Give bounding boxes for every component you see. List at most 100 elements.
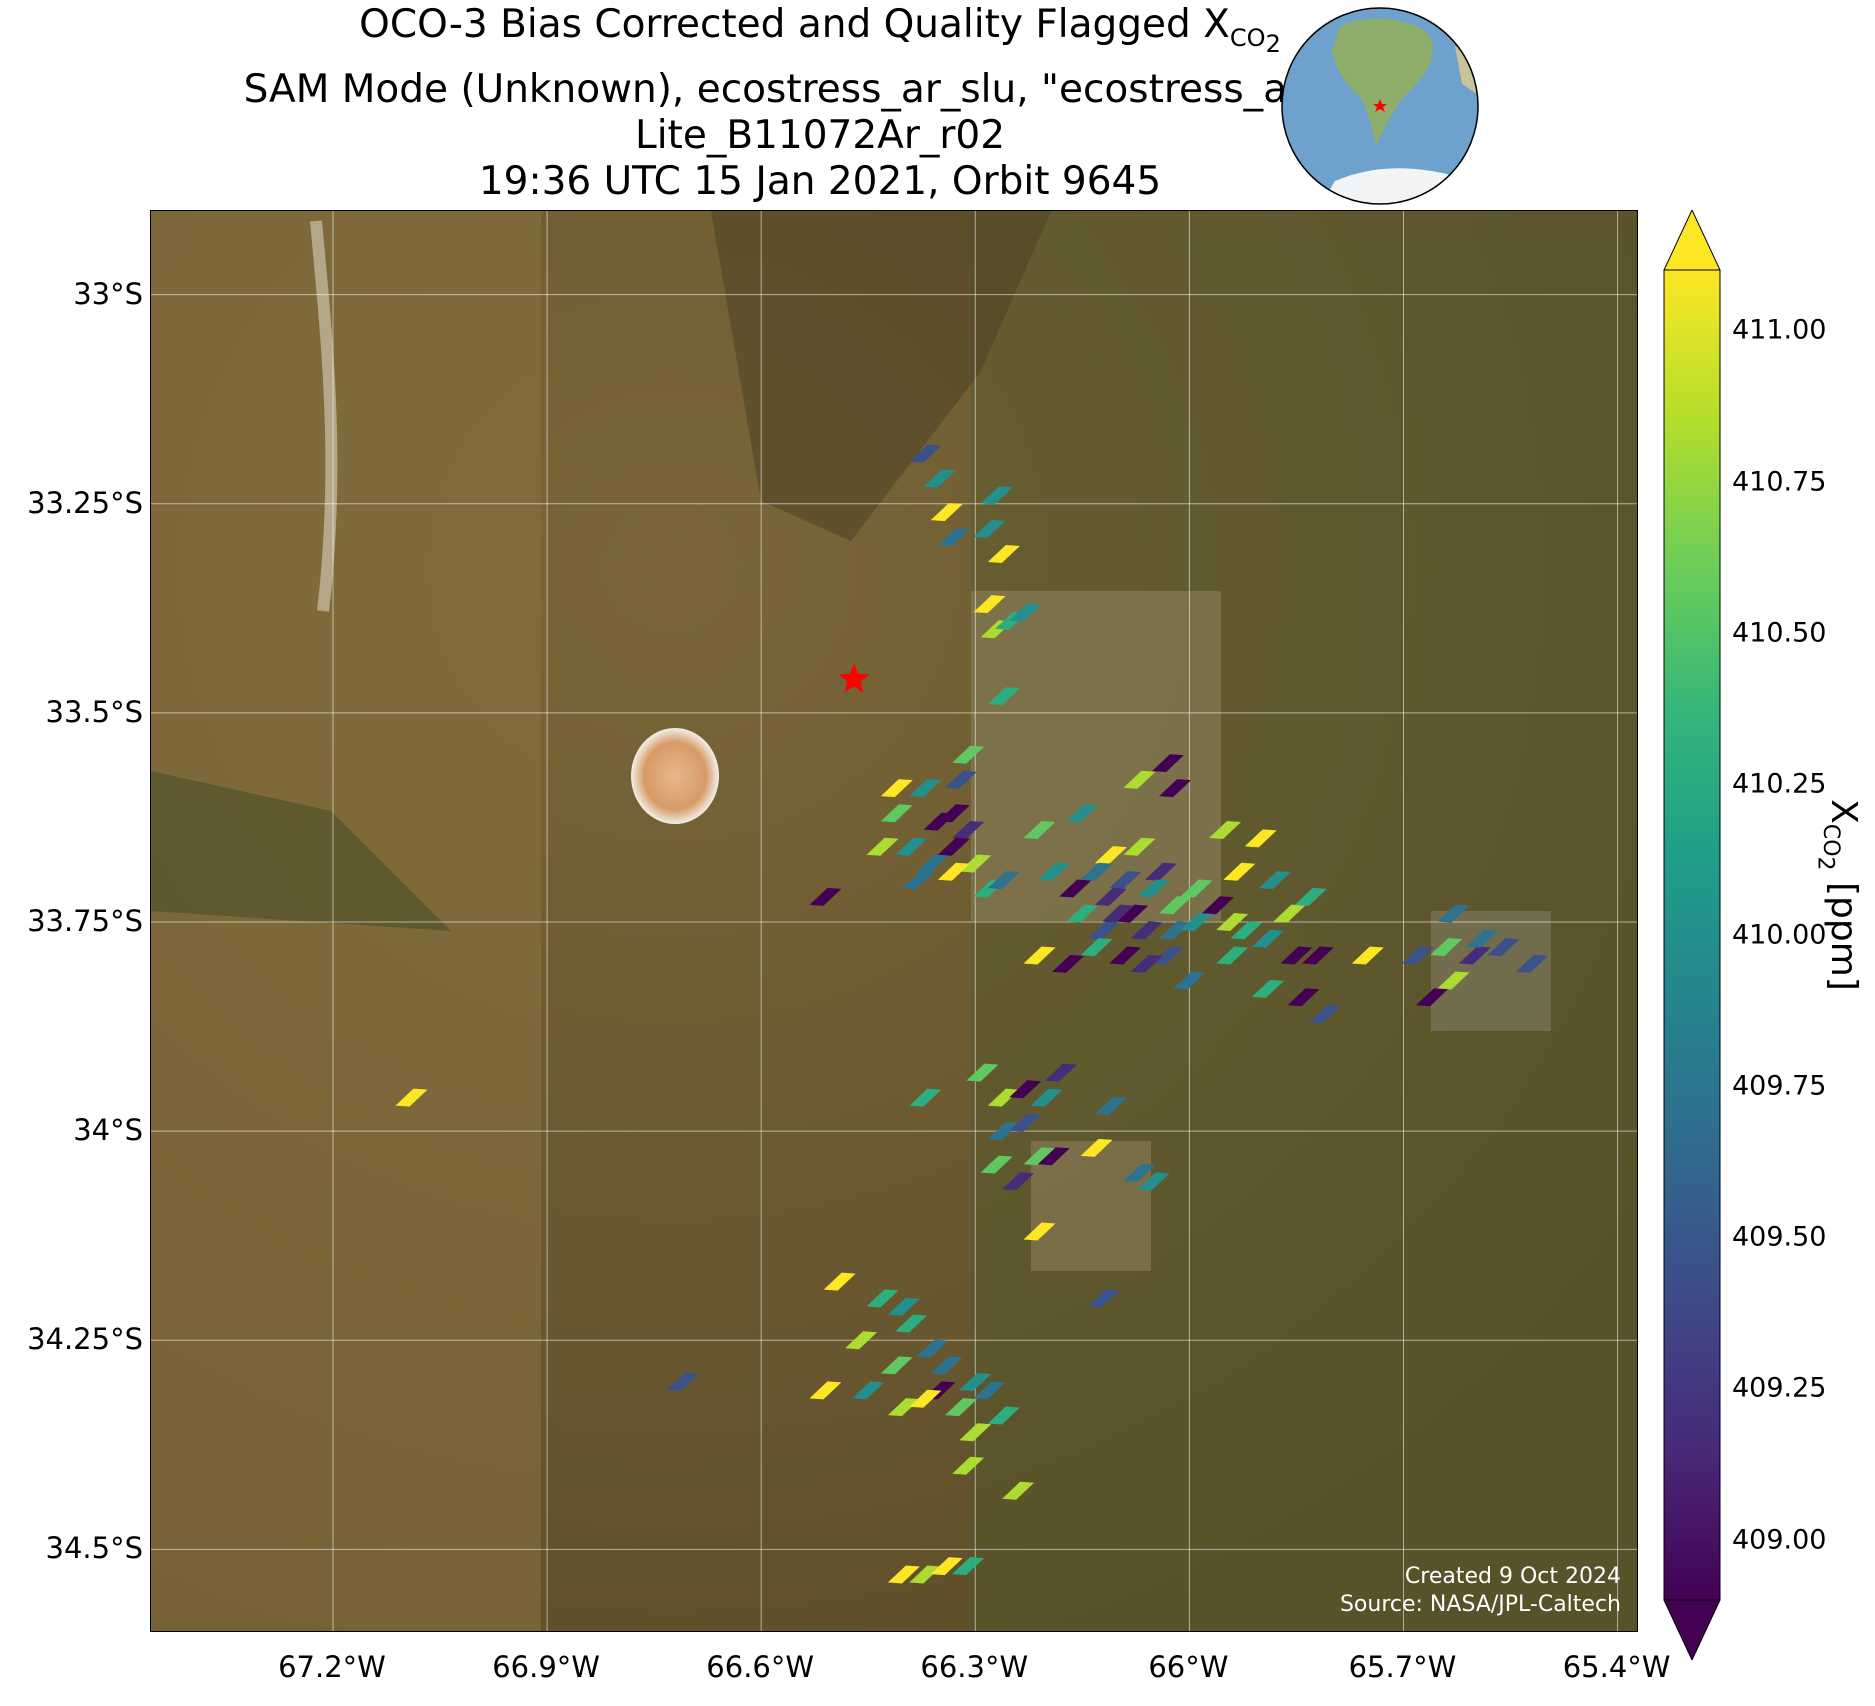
xco2-sounding — [909, 779, 942, 798]
xco2-sounding — [1123, 837, 1156, 856]
xco2-sounding — [909, 1389, 942, 1408]
xco2-sounding — [952, 1456, 985, 1475]
xco2-sounding — [1094, 1097, 1127, 1116]
xco2-sounding — [1230, 921, 1263, 940]
target-star-marker — [838, 663, 870, 693]
xco2-sounding — [1308, 1005, 1341, 1024]
colorbar-extend-min — [1663, 1599, 1721, 1660]
xco2-sounding — [1094, 846, 1127, 865]
salt-flat-streak — [310, 220, 338, 612]
xco2-sounding — [1487, 938, 1520, 957]
xco2-sounding — [1102, 904, 1135, 923]
xco2-sounding — [1180, 913, 1213, 931]
xco2-sounding — [1052, 954, 1085, 973]
latitude-tick-label: 34.5°S — [45, 1531, 143, 1566]
credit-source: Source: NASA/JPL-Caltech — [1339, 1592, 1621, 1617]
colorbar-extend-max — [1663, 210, 1721, 271]
xco2-sounding — [945, 1398, 978, 1417]
xco2-sounding — [1173, 971, 1206, 990]
xco2-sounding — [909, 444, 942, 463]
xco2-sounding — [1130, 954, 1163, 973]
xco2-sounding — [1123, 770, 1156, 789]
xco2-sounding — [1223, 862, 1256, 881]
xco2-sounding — [1251, 929, 1284, 948]
credit-text: Created 9 Oct 2024 Source: NASA/JPL-Calt… — [1340, 1563, 1621, 1619]
xco2-sounding — [1180, 879, 1213, 898]
xco2-sounding — [1130, 921, 1163, 940]
xco2-sounding — [1109, 946, 1142, 965]
xco2-sounding — [395, 1088, 428, 1107]
xco2-sounding — [987, 544, 1020, 563]
western-vegetation — [151, 771, 451, 931]
xco2-sounding — [909, 1088, 942, 1107]
latitude-tick-label: 33°S — [73, 276, 143, 311]
colorbar-tick-label: 410.50 — [1732, 617, 1827, 649]
inset-globe — [1281, 7, 1479, 205]
xco2-sounding — [1515, 954, 1548, 973]
xco2-sounding — [823, 1272, 856, 1291]
xco2-sounding — [1259, 871, 1292, 890]
xco2-sounding — [1159, 921, 1192, 940]
xco2-sounding — [1087, 921, 1120, 940]
credit-created: Created 9 Oct 2024 — [1404, 1564, 1621, 1589]
colorbar — [1663, 210, 1721, 1660]
town-area — [1431, 911, 1551, 1031]
xco2-sounding — [1458, 946, 1491, 965]
xco2-sounding — [937, 837, 970, 856]
xco2-sounding — [1273, 904, 1306, 923]
xco2-sounding — [930, 1557, 963, 1576]
xco2-sounding — [987, 1088, 1020, 1107]
xco2-sounding — [1280, 946, 1313, 965]
latitude-tick-label: 34°S — [73, 1113, 143, 1148]
xco2-sounding — [1294, 887, 1327, 906]
xco2-sounding — [987, 1406, 1020, 1425]
xco2-sounding — [866, 1289, 899, 1308]
xco2-sounding — [930, 1356, 963, 1375]
xco2-sounding — [966, 1063, 999, 1082]
xco2-soundings — [395, 444, 1548, 1584]
xco2-sounding — [987, 871, 1020, 890]
xco2-sounding — [1002, 1481, 1035, 1500]
colorbar-tick-label: 409.25 — [1732, 1372, 1827, 1404]
xco2-sounding — [1030, 1088, 1063, 1107]
xco2-sounding — [1109, 871, 1142, 890]
xco2-sounding — [809, 1381, 842, 1400]
xco2-sounding — [1080, 938, 1113, 957]
xco2-sounding — [937, 804, 970, 823]
xco2-sounding — [1416, 988, 1449, 1007]
xco2-sounding — [1023, 820, 1056, 839]
xco2-sounding — [1023, 1147, 1056, 1166]
xco2-sounding — [1159, 779, 1192, 798]
xco2-sounding — [973, 1381, 1006, 1400]
xco2-sounding — [1087, 1289, 1120, 1308]
xco2-sounding — [980, 1155, 1013, 1174]
xco2-sounding — [887, 1565, 920, 1584]
longitude-tick-label: 65.4°W — [1562, 1650, 1671, 1684]
xco2-sounding — [959, 854, 992, 873]
xco2-sounding — [895, 1314, 928, 1333]
map-canvas — [151, 211, 1637, 1631]
xco2-sounding — [1066, 804, 1099, 823]
xco2-sounding — [880, 1356, 913, 1375]
xco2-sounding — [930, 503, 963, 522]
xco2-sounding — [1151, 754, 1184, 773]
xco2-sounding — [852, 1381, 885, 1400]
longitude-tick-label: 65.7°W — [1348, 1650, 1457, 1684]
xco2-sounding — [909, 1565, 942, 1584]
latitude-tick-label: 34.25°S — [27, 1322, 143, 1357]
xco2-sounding — [866, 837, 899, 856]
xco2-sounding — [1401, 946, 1434, 965]
title-line-2: SAM Mode (Unknown), ecostress_ar_slu, "e… — [243, 66, 1397, 112]
xco2-sounding — [1037, 862, 1070, 881]
xco2-sounding — [952, 745, 985, 764]
xco2-sounding — [1437, 971, 1470, 990]
latitude-tick-label: 33.75°S — [27, 904, 143, 938]
colorbar-tick-label: 410.25 — [1732, 768, 1827, 800]
longitude-tick-label: 66.6°W — [706, 1650, 815, 1684]
xco2-sounding — [809, 887, 842, 906]
xco2-sounding — [1144, 862, 1177, 881]
xco2-sounding — [1159, 896, 1192, 915]
xco2-sounding — [1430, 938, 1463, 957]
xco2-sounding — [987, 687, 1020, 706]
xco2-sounding — [1009, 603, 1042, 622]
